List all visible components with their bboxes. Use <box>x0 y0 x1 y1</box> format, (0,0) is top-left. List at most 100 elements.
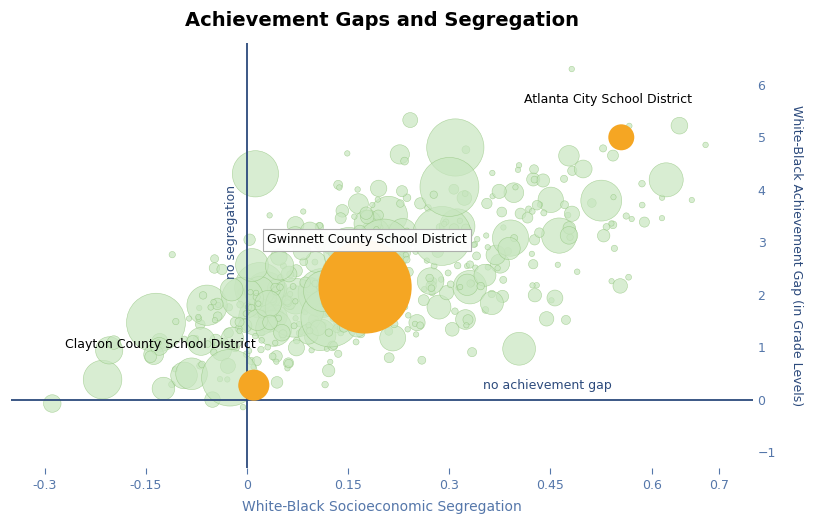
Point <box>324 240 337 248</box>
Point <box>281 364 294 373</box>
Point <box>565 65 578 73</box>
Point <box>329 260 342 269</box>
Point <box>440 218 453 226</box>
Point <box>332 267 345 275</box>
Point <box>349 338 362 346</box>
Point <box>256 310 269 318</box>
Point <box>504 234 517 242</box>
Point <box>530 281 543 289</box>
Point <box>194 320 207 329</box>
Point <box>427 277 440 286</box>
Point <box>260 288 273 296</box>
Point <box>302 286 315 295</box>
Point <box>409 234 422 242</box>
Point <box>374 223 387 232</box>
Point <box>150 319 163 327</box>
Point <box>177 371 190 380</box>
Point <box>370 272 383 280</box>
Point <box>269 287 282 295</box>
Point <box>244 288 257 297</box>
Point <box>595 196 608 205</box>
Point <box>313 221 326 229</box>
Point <box>266 352 279 361</box>
Point <box>208 264 221 272</box>
Point <box>372 211 385 219</box>
Point <box>269 312 282 321</box>
Point <box>323 245 336 253</box>
Point <box>237 403 250 412</box>
Point <box>551 260 564 269</box>
Point <box>522 205 535 213</box>
Point <box>46 400 59 408</box>
Point <box>335 288 348 296</box>
Point <box>673 121 686 130</box>
Point <box>221 375 234 384</box>
Point <box>289 296 302 304</box>
Point <box>357 253 370 261</box>
Point <box>302 330 315 339</box>
Point <box>393 293 406 302</box>
Point <box>448 224 461 233</box>
X-axis label: White-Black Socioeconomic Segregation: White-Black Socioeconomic Segregation <box>242 500 522 514</box>
Point <box>260 306 273 314</box>
Point <box>545 196 558 204</box>
Point <box>451 261 464 270</box>
Point <box>614 282 627 290</box>
Point <box>636 180 649 188</box>
Point <box>425 282 438 290</box>
Point <box>250 289 263 297</box>
Point <box>438 219 451 228</box>
Point <box>255 345 268 354</box>
Point <box>377 290 390 299</box>
Point <box>363 298 376 306</box>
Point <box>360 209 373 217</box>
Point <box>313 223 326 231</box>
Point <box>322 366 335 375</box>
Point <box>496 292 509 301</box>
Point <box>306 281 319 290</box>
Point <box>372 288 385 297</box>
Point <box>514 209 527 218</box>
Point <box>371 195 384 204</box>
Point <box>344 325 357 333</box>
Point <box>326 248 339 256</box>
Point <box>571 268 584 276</box>
Point <box>282 359 295 368</box>
Point <box>234 300 247 309</box>
Point <box>222 303 235 311</box>
Point <box>622 273 635 281</box>
Point <box>446 325 459 333</box>
Point <box>209 336 222 344</box>
Point <box>336 207 349 215</box>
Point <box>383 233 396 241</box>
Point <box>356 231 369 239</box>
Point <box>491 264 504 272</box>
Point <box>295 247 309 255</box>
Point <box>414 199 427 207</box>
Point <box>318 381 331 389</box>
Point <box>448 185 461 193</box>
Point <box>287 282 300 291</box>
Point <box>404 116 417 124</box>
Point <box>528 175 541 184</box>
Point <box>243 236 256 244</box>
Point <box>446 236 459 244</box>
Point <box>229 343 242 352</box>
Point <box>537 209 550 217</box>
Point <box>597 144 610 153</box>
Point <box>322 264 335 272</box>
Point <box>435 275 448 284</box>
Point <box>528 236 541 244</box>
Point <box>293 329 306 337</box>
Point <box>422 204 435 212</box>
Point <box>468 240 481 248</box>
Point <box>370 213 383 222</box>
Point <box>521 214 534 222</box>
Point <box>242 303 255 311</box>
Point <box>485 299 498 307</box>
Point <box>250 310 263 319</box>
Point <box>290 344 303 352</box>
Point <box>464 279 477 288</box>
Point <box>290 267 303 275</box>
Point <box>270 352 283 361</box>
